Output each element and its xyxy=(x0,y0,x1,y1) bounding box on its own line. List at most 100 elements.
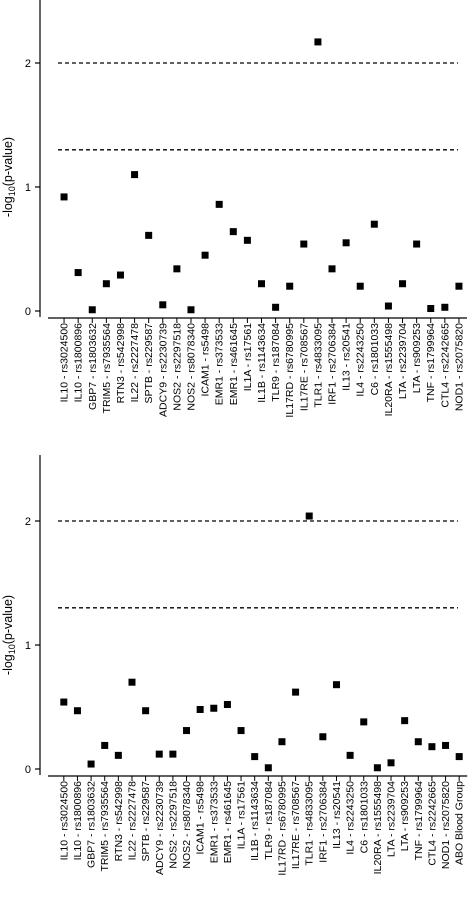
x-tick-label: EMR1 - rs461645 xyxy=(222,781,234,863)
x-tick-label: RTN3 - rs542998 xyxy=(113,781,125,862)
data-point xyxy=(258,280,265,288)
data-point xyxy=(455,753,463,761)
x-tick-label: CTL4 - rs2242665 xyxy=(426,781,438,866)
data-point xyxy=(300,240,308,248)
data-point xyxy=(102,280,110,288)
data-point xyxy=(87,760,95,768)
data-point xyxy=(278,738,286,746)
x-tick-label: TRIM5 - rs7935564 xyxy=(101,323,113,414)
data-point xyxy=(427,305,435,313)
x-tick-label: LTA - rs2239704 xyxy=(397,323,409,399)
y-tick-label: 1 xyxy=(25,182,31,194)
x-tick-label: NOD1 - rs2075820 xyxy=(453,323,465,411)
x-tick-label: IRF1 - rs2706384 xyxy=(327,323,339,405)
x-tick-label: IL20RA - rs1555498 xyxy=(372,781,384,875)
data-point xyxy=(128,678,136,686)
data-point xyxy=(243,236,251,244)
x-tick-label: IL13 - rs20541 xyxy=(331,781,343,849)
chart-panel-2: 0 1 2 -log10(p-value) IL10 - rs3024500 IL10 -… xyxy=(1,455,468,876)
data-point xyxy=(73,707,81,715)
x-tick-label: NOD1 - rs2075820 xyxy=(440,781,452,869)
data-point xyxy=(360,718,368,726)
x-tick-label: NOS2 - rs8078340 xyxy=(185,323,197,411)
y-tick-label: 1 xyxy=(25,640,31,652)
data-point xyxy=(305,512,313,520)
data-point xyxy=(173,265,181,273)
data-point xyxy=(272,303,280,311)
data-point xyxy=(101,741,109,749)
x-tick-label: ADCY9 - rs2230739 xyxy=(157,323,169,417)
data-point xyxy=(414,738,422,746)
x-tick-label: EMR1 - rs373533 xyxy=(214,323,226,405)
x-tick-label: GBP7 - rs1803632 xyxy=(87,323,99,410)
data-point xyxy=(387,759,395,767)
data-point xyxy=(292,688,300,696)
x-tick-label: TNF - rs1799964 xyxy=(413,781,425,861)
data-point xyxy=(74,269,82,277)
x-tick-label: NOS2 - rs2297518 xyxy=(171,323,183,411)
x-tick-label: IL1B - rs1143634 xyxy=(249,781,261,861)
x-tick-label: ABO Blood Group xyxy=(454,781,466,865)
data-point xyxy=(286,282,294,290)
x-tick-label: ADCY9 - rs2230739 xyxy=(154,781,166,875)
data-point xyxy=(187,306,195,314)
data-point xyxy=(237,727,245,735)
data-point xyxy=(223,701,231,709)
y-tick-label: 2 xyxy=(25,516,31,528)
x-tick-label: TLR1 - rs4833095 xyxy=(304,781,316,866)
data-point xyxy=(196,705,204,713)
data-point xyxy=(155,750,163,758)
x-tick-label: IL13 - rs20541 xyxy=(341,323,353,391)
data-point xyxy=(159,301,167,309)
x-tick-label: TRIM5 - rs7935564 xyxy=(99,781,111,872)
data-point xyxy=(332,681,340,689)
x-tick-label: SPTB - rs229587 xyxy=(143,323,155,404)
data-point xyxy=(264,764,272,772)
x-tick-label: ICAM1 - rs5498 xyxy=(200,323,212,397)
x-tick-label: IL1A - rs17561 xyxy=(242,323,254,391)
data-point xyxy=(319,733,327,741)
x-tick-label: IL20RA - rs1555498 xyxy=(383,323,395,417)
y-axis-title: -log10(p-value) xyxy=(1,595,17,675)
data-point xyxy=(114,751,122,759)
data-point xyxy=(455,282,463,290)
data-point xyxy=(373,764,381,772)
data-point xyxy=(201,251,209,259)
x-tick-label: ICAM1 - rs5498 xyxy=(195,781,207,855)
x-tick-label: NOS2 - rs2297518 xyxy=(167,781,179,869)
x-tick-label: IL22 - rs2227478 xyxy=(129,323,141,403)
x-tick-label: TLR1 - rs4833095 xyxy=(312,323,324,408)
data-point xyxy=(251,753,259,761)
x-tick-label: IRF1 - rs2706384 xyxy=(317,781,329,863)
x-tick-label: LTA - rs909253 xyxy=(411,323,423,393)
x-tick-label: EMR1 - rs373533 xyxy=(208,781,220,863)
x-tick-label: IL10 - rs3024500 xyxy=(59,323,71,403)
x-tick-label: LTA - rs2239704 xyxy=(386,781,398,857)
x-tick-label: TLR9 - rs187084 xyxy=(263,781,275,860)
x-tick-label: IL10 - rs1800896 xyxy=(73,323,85,403)
data-point xyxy=(428,743,436,751)
data-point xyxy=(441,303,449,311)
x-tick-label: IL22 - rs2227478 xyxy=(126,781,138,861)
y-tick-label: 0 xyxy=(25,764,31,776)
data-point xyxy=(314,38,322,46)
data-point xyxy=(215,200,223,208)
x-tick-label: IL10 - rs3024500 xyxy=(58,781,70,861)
x-tick-label: LTA - rs909253 xyxy=(399,781,411,851)
data-point xyxy=(356,282,364,290)
y-tick-label: 0 xyxy=(25,306,31,318)
data-point xyxy=(142,707,150,715)
x-tick-label: EMR1 - rs461645 xyxy=(228,323,240,405)
data-point xyxy=(210,704,218,712)
x-tick-label: IL17RD - rs6780995 xyxy=(276,781,288,876)
x-tick-label: IL17RD - rs6780995 xyxy=(284,323,296,418)
data-point xyxy=(116,271,124,279)
x-tick-label: IL4 - rs2243250 xyxy=(355,323,367,397)
data-point xyxy=(346,751,354,759)
data-point xyxy=(60,698,68,706)
data-point xyxy=(370,220,378,228)
x-tick-label: CTL4 - rs2242665 xyxy=(439,323,451,408)
data-point xyxy=(413,240,421,248)
x-tick-label: IL1A - rs17561 xyxy=(236,781,248,849)
